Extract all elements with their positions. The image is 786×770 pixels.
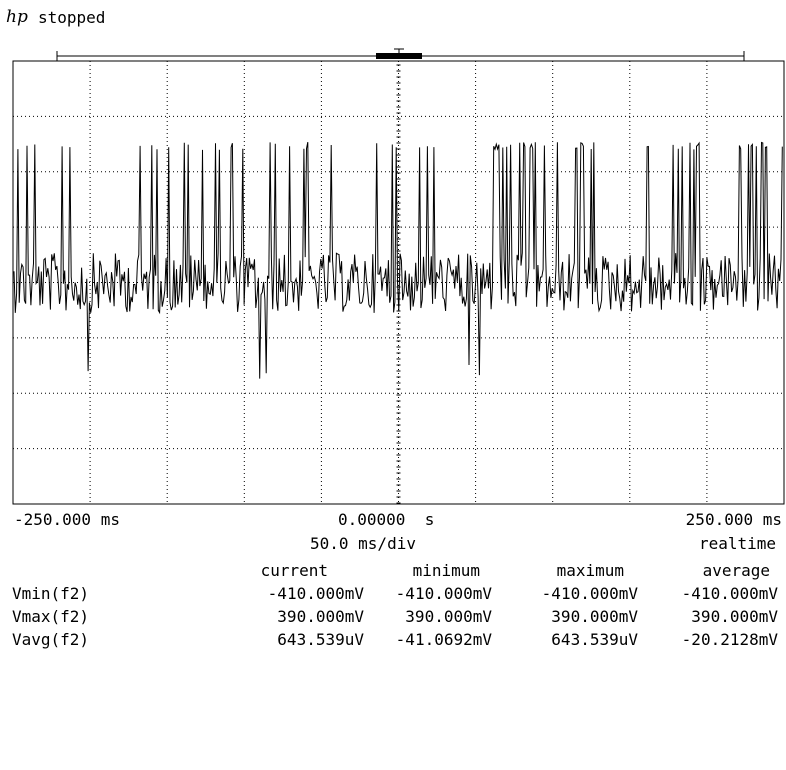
memory-bar <box>56 48 745 61</box>
measurement-label: Vmax(f2) <box>12 607 90 626</box>
measurement-row: Vavg(f2) 643.539uV -41.0692mV 643.539uV … <box>0 630 786 653</box>
column-header: minimum <box>412 561 480 580</box>
time-center-label: 0.00000 s <box>338 510 435 529</box>
measurement-label: Vmin(f2) <box>12 584 90 603</box>
oscilloscope-display <box>12 48 785 505</box>
timebase-label: 50.0 ms/div <box>310 534 416 553</box>
measurement-value: 390.000mV <box>277 607 364 626</box>
measurement-value: -410.000mV <box>395 584 492 603</box>
time-left-label: -250.000 ms <box>14 510 120 529</box>
measurement-value: -410.000mV <box>541 584 638 603</box>
measurement-value: 390.000mV <box>551 607 638 626</box>
measurement-value: 390.000mV <box>405 607 492 626</box>
column-header: current <box>260 561 328 580</box>
acquisition-mode-label: realtime <box>698 534 776 553</box>
measurement-label: Vavg(f2) <box>12 630 90 649</box>
measurement-table: current minimum maximum average Vmin(f2)… <box>0 561 786 653</box>
measurement-header-row: current minimum maximum average <box>0 561 786 584</box>
column-header: average <box>702 561 770 580</box>
measurement-row: Vmin(f2) -410.000mV -410.000mV -410.000m… <box>0 584 786 607</box>
graticule-grid <box>13 61 784 504</box>
measurement-value: -20.2128mV <box>681 630 778 649</box>
column-header: maximum <box>556 561 624 580</box>
hp-logo: hp <box>6 7 28 27</box>
measurement-value: 643.539uV <box>277 630 364 649</box>
measurement-value: -410.000mV <box>681 584 778 603</box>
measurement-value: 643.539uV <box>551 630 638 649</box>
measurement-value: -41.0692mV <box>395 630 492 649</box>
measurement-value: 390.000mV <box>691 607 778 626</box>
measurement-value: -410.000mV <box>267 584 364 603</box>
acquisition-status: stopped <box>38 8 106 27</box>
measurement-row: Vmax(f2) 390.000mV 390.000mV 390.000mV 3… <box>0 607 786 630</box>
waveform-trace <box>13 141 783 379</box>
time-right-label: 250.000 ms <box>685 510 782 529</box>
